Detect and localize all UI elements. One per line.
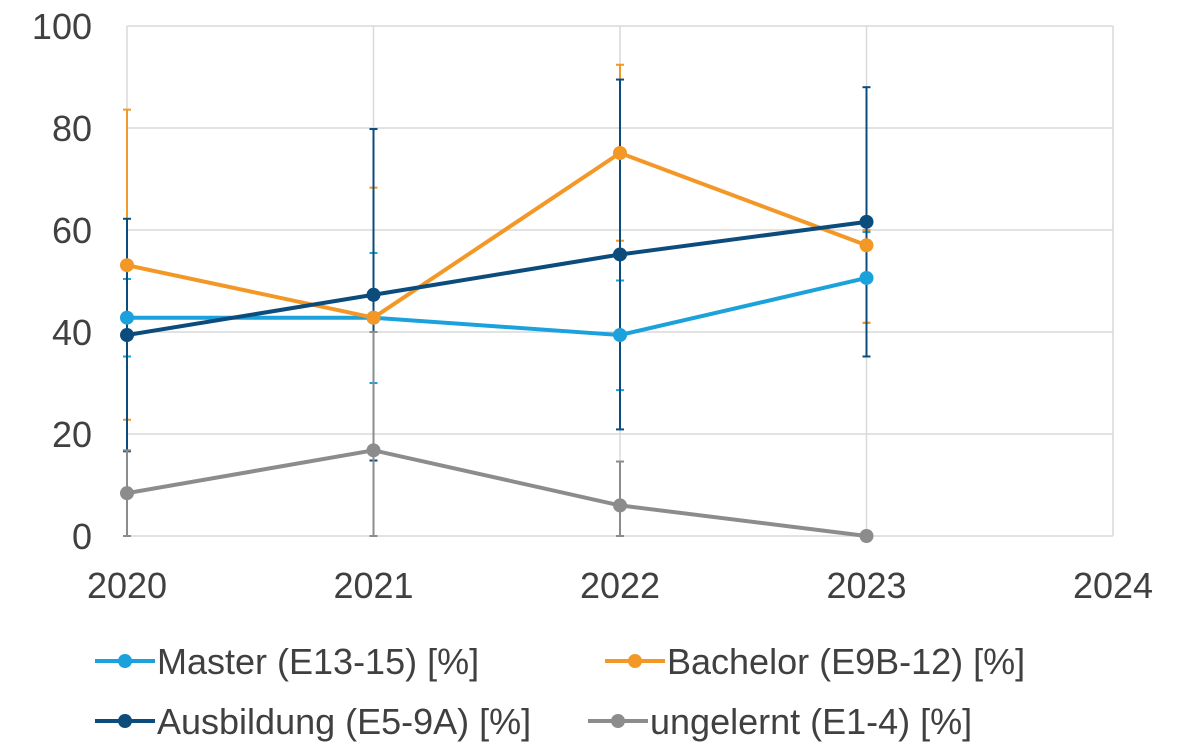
legend-label: Ausbildung (E5-9A) [%]	[157, 701, 531, 742]
series-line-3	[126, 448, 867, 538]
legend-item-2: Ausbildung (E5-9A) [%]	[95, 701, 531, 742]
legend-item-1: Bachelor (E9B-12) [%]	[605, 641, 1025, 682]
y-tick-label: 100	[32, 6, 92, 47]
y-tick-label: 40	[52, 312, 92, 353]
legend-item-0: Master (E13-15) [%]	[95, 641, 479, 682]
x-tick-label: 2023	[826, 565, 906, 606]
data-point-s3-2	[613, 498, 627, 513]
data-point-s2-3	[859, 214, 874, 229]
y-tick-label: 0	[72, 516, 92, 557]
data-point-s0-0	[120, 310, 134, 325]
data-point-s0-2	[613, 328, 627, 343]
data-point-s3-0	[120, 486, 134, 501]
x-axis-tick-labels: 2020 2021 2022 2023 2024	[87, 565, 1153, 606]
data-point-s1-2	[613, 145, 627, 160]
data-point-s2-1	[366, 287, 381, 302]
y-axis-tick-labels: 0 20 40 60 80 100	[32, 6, 92, 557]
data-point-s3-3	[859, 529, 874, 543]
y-tick-label: 20	[52, 414, 92, 455]
legend-swatch-marker	[611, 714, 625, 728]
data-point-s1-3	[859, 238, 874, 253]
legend-swatch-marker	[628, 654, 642, 668]
x-tick-label: 2024	[1073, 565, 1153, 606]
x-tick-label: 2020	[87, 565, 167, 606]
y-tick-label: 60	[52, 210, 92, 251]
series-line-1	[126, 150, 868, 320]
legend-item-3: ungelernt (E1-4) [%]	[588, 701, 972, 742]
legend: Master (E13-15) [%] Bachelor (E9B-12) [%]…	[95, 641, 1025, 742]
series-line-2	[126, 219, 867, 338]
error-bars	[123, 63, 871, 537]
y-tick-label: 80	[52, 108, 92, 149]
legend-swatch-marker	[118, 654, 132, 668]
data-point-s3-1	[366, 443, 381, 458]
data-point-s1-1	[366, 310, 381, 325]
series-lines	[126, 150, 868, 538]
data-point-s2-0	[120, 328, 134, 343]
legend-label: Master (E13-15) [%]	[157, 641, 479, 682]
legend-label: ungelernt (E1-4) [%]	[650, 701, 972, 742]
x-tick-label: 2021	[333, 565, 413, 606]
series-points	[120, 145, 874, 543]
data-point-s1-0	[120, 258, 134, 273]
series-line-0	[127, 275, 867, 338]
data-point-s2-2	[613, 247, 627, 262]
data-point-s0-3	[859, 270, 874, 285]
legend-label: Bachelor (E9B-12) [%]	[667, 641, 1025, 682]
x-tick-label: 2022	[580, 565, 660, 606]
legend-swatch-marker	[118, 714, 132, 728]
